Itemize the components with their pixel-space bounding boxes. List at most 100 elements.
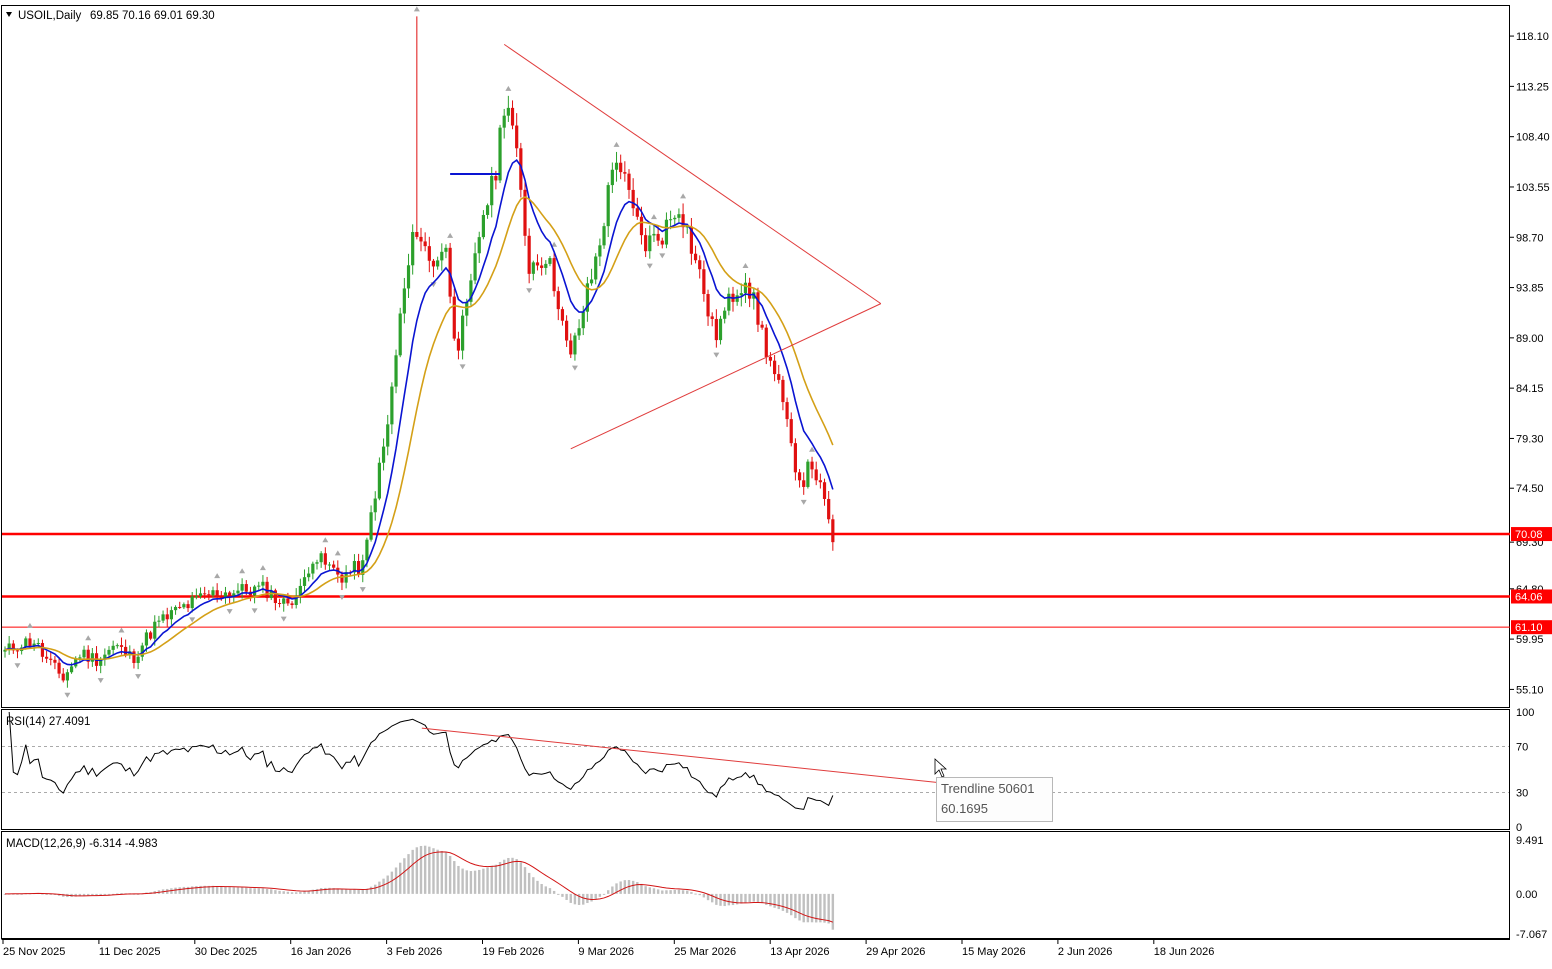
level-price-label: 61.10 (1515, 622, 1543, 634)
fractal-up-arrow (334, 550, 341, 556)
macd-histogram-bar (640, 883, 643, 894)
macd-histogram-bar (344, 889, 348, 894)
main-pane[interactable] (1, 5, 1510, 708)
macd-histogram-bar (319, 888, 323, 894)
macd-histogram-bar (336, 888, 339, 894)
candle (236, 583, 240, 596)
macd-histogram-bar (827, 893, 830, 924)
candle (714, 309, 718, 348)
rsi-tick-label: 70 (1516, 742, 1528, 754)
time-tick-label: 9 Mar 2026 (578, 946, 634, 958)
rsi-trendline (421, 727, 945, 784)
macd-histogram-bar (182, 886, 186, 894)
candle (818, 473, 822, 489)
macd-histogram-bar (548, 888, 552, 894)
macd-histogram-bar (315, 888, 319, 894)
candle (652, 224, 656, 242)
macd-histogram-bar (369, 886, 373, 894)
fractal-down-arrow (14, 663, 21, 669)
macd-histogram-bar (41, 893, 44, 895)
candle (111, 640, 115, 655)
candle (739, 283, 743, 307)
candle (515, 113, 519, 158)
macd-histogram-bar (515, 859, 518, 894)
fractal-down-arrow (338, 595, 345, 601)
candle (381, 438, 386, 471)
candle (240, 578, 244, 599)
candle (573, 332, 577, 361)
candle (298, 578, 302, 604)
macd-histogram-bar (178, 887, 181, 894)
cursor-arrow-icon (934, 758, 948, 778)
macd-histogram-bar (765, 893, 768, 905)
macd-histogram-bar (394, 867, 398, 894)
candle (86, 645, 90, 669)
macd-histogram-bar (282, 891, 285, 894)
macd-histogram-bar (511, 857, 514, 894)
macd-pane[interactable] (1, 831, 1510, 939)
time-tick-label: 13 Apr 2026 (770, 946, 829, 958)
fractal-up-arrow (239, 568, 246, 574)
macd-histogram-bar (328, 887, 331, 894)
candle (257, 581, 261, 590)
candle (323, 547, 327, 570)
trendline-tooltip: Trendline 50601 60.1695 (934, 758, 1053, 822)
macd-histogram-bar (503, 859, 506, 894)
macd-histogram-bar (569, 893, 572, 903)
macd-histogram-bar (706, 893, 710, 901)
candle (49, 651, 53, 666)
collapse-triangle-icon[interactable] (6, 12, 12, 17)
macd-signal-line (4, 851, 834, 923)
candle (602, 222, 606, 249)
macd-histogram-bar (752, 893, 755, 902)
candle (402, 277, 406, 324)
candle (702, 260, 706, 302)
macd-tick-label: 0.00 (1516, 889, 1537, 901)
macd-histogram-bar (673, 889, 676, 894)
candle (502, 108, 506, 139)
candle (748, 277, 752, 308)
macd-histogram-bar (715, 893, 718, 905)
fractal-down-arrow (571, 365, 578, 371)
macd-histogram-bar (590, 893, 593, 902)
fractal-up-arrow (322, 537, 329, 543)
macd-histogram-bar (232, 887, 235, 894)
candle (307, 567, 311, 582)
macd-histogram-bar (815, 893, 818, 923)
fractal-down-arrow (646, 263, 653, 269)
price-tick-label: 118.10 (1516, 31, 1549, 43)
macd-histogram-bar (719, 893, 722, 906)
macd-histogram-bar (3, 893, 7, 895)
macd-histogram-bar (819, 893, 822, 923)
level-price-box (1511, 620, 1552, 635)
macd-histogram-bar (103, 893, 107, 895)
candle (357, 553, 361, 578)
candle (440, 243, 444, 271)
macd-histogram-bar (598, 893, 602, 897)
candle (793, 438, 797, 481)
fractal-down-arrow (251, 608, 258, 614)
candle (768, 352, 773, 367)
candle (556, 286, 560, 321)
candle (677, 208, 681, 222)
macd-histogram-bar (486, 867, 489, 894)
macd-histogram-bar (444, 852, 448, 894)
rsi-pane[interactable] (1, 709, 1510, 830)
macd-histogram-bar (769, 893, 772, 907)
price-tick-label: 89.00 (1516, 333, 1544, 345)
macd-histogram-bar (636, 882, 639, 894)
macd-histogram-bar (760, 893, 764, 904)
macd-histogram-bar (465, 870, 468, 894)
fractal-up-arrow (26, 622, 33, 628)
rsi-series: 100 70 30 0 (2, 707, 1534, 834)
candle (82, 645, 86, 661)
macd-histogram-bar (299, 891, 302, 894)
trendlines[interactable] (450, 43, 882, 450)
candle (302, 569, 307, 592)
macd-histogram-bar (49, 893, 52, 895)
macd-histogram-bar (561, 893, 564, 897)
candle (261, 575, 265, 593)
macd-histogram-bar (790, 893, 793, 916)
candle (589, 268, 594, 286)
